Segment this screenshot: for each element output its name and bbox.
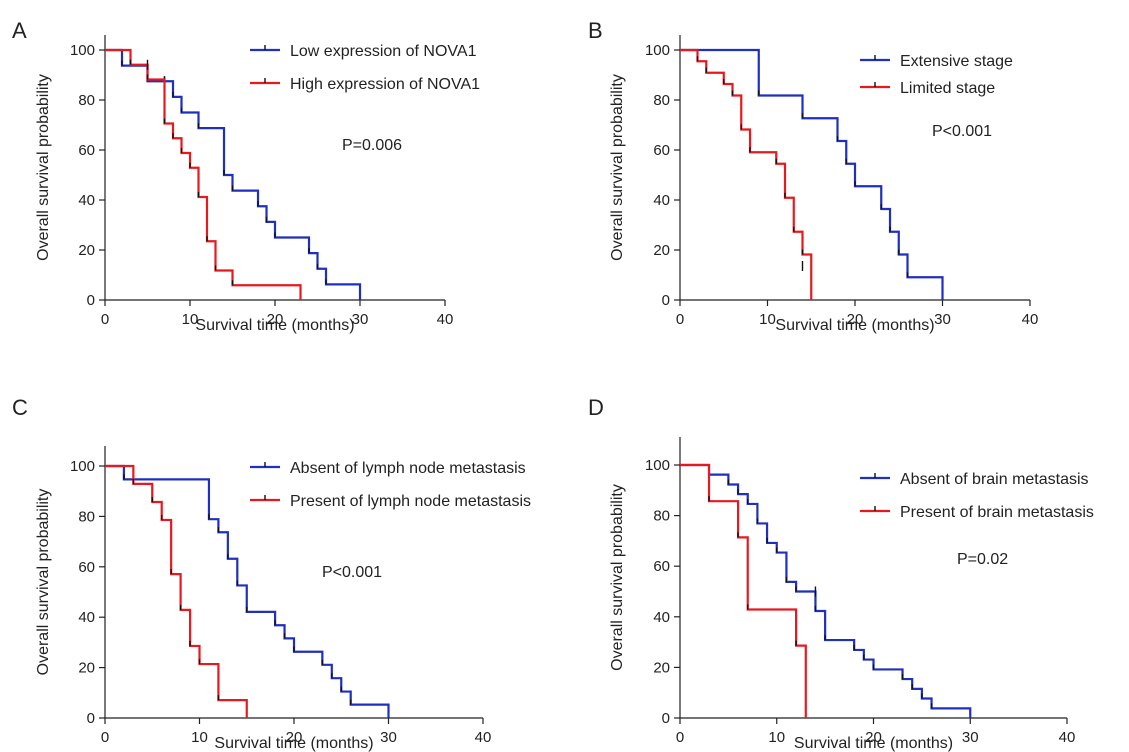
legend-entry: High expression of NOVA1 — [290, 76, 480, 93]
y-tick-label: 40 — [78, 192, 95, 209]
y-tick-label: 40 — [653, 609, 670, 626]
y-tick-label: 40 — [78, 609, 95, 626]
survival-curve-series-1 — [105, 48, 362, 300]
x-tick-label: 20 — [847, 311, 864, 328]
y-tick-label: 20 — [78, 242, 95, 259]
legend-entry: Low expression of NOVA1 — [290, 43, 477, 60]
panel-label: B — [588, 18, 603, 43]
x-tick-label: 10 — [759, 311, 776, 328]
legend-entry: Absent of brain metastasis — [900, 471, 1089, 488]
chart-panel-d: D 0 10 20 30 40 0 20 40 60 80 100 Survival time (mon… — [588, 395, 1094, 752]
x-axis-label: Survival time (months) — [775, 317, 934, 334]
p-value-annotation: P=0.02 — [957, 551, 1008, 568]
x-axis-label: Survival time (months) — [794, 735, 953, 752]
y-tick-label: 60 — [653, 558, 670, 575]
y-axis-label: Overall survival probability — [35, 489, 52, 676]
x-tick-label: 10 — [182, 311, 199, 328]
x-tick-label: 30 — [962, 729, 979, 746]
y-tick-label: 20 — [653, 242, 670, 259]
y-axis-label: Overall survival probability — [609, 74, 626, 261]
p-value-annotation: P<0.001 — [932, 123, 992, 140]
y-tick-label: 0 — [662, 292, 670, 309]
x-tick-label: 0 — [676, 311, 684, 328]
x-tick-label: 0 — [101, 729, 109, 746]
p-value-annotation: P<0.001 — [322, 564, 382, 581]
x-tick-label: 20 — [865, 729, 882, 746]
legend-entry: Limited stage — [900, 80, 995, 97]
y-tick-label: 100 — [645, 457, 670, 474]
x-tick-label: 10 — [191, 729, 208, 746]
y-tick-label: 20 — [78, 660, 95, 677]
chart-panel-a: A 0 10 20 30 40 0 20 40 60 80 100 Survival time (mon… — [12, 18, 480, 334]
x-tick-label: 40 — [437, 311, 454, 328]
x-tick-label: 0 — [101, 311, 109, 328]
x-tick-label: 0 — [676, 729, 684, 746]
chart-panel-b: B 0 10 20 30 40 0 20 40 60 80 100 Survival time (mon… — [588, 18, 1038, 334]
x-axis-label: Survival time (months) — [195, 317, 354, 334]
survival-curve-series-1 — [680, 463, 972, 718]
y-tick-label: 80 — [78, 92, 95, 109]
x-tick-label: 30 — [934, 311, 951, 328]
survival-curve-series-2 — [105, 48, 302, 300]
x-tick-label: 40 — [475, 729, 492, 746]
y-axis-label: Overall survival probability — [35, 74, 52, 261]
legend-entry: Present of lymph node metastasis — [290, 493, 531, 510]
y-tick-label: 100 — [70, 458, 95, 475]
y-tick-label: 100 — [645, 42, 670, 59]
x-tick-label: 40 — [1022, 311, 1039, 328]
y-tick-label: 80 — [653, 92, 670, 109]
survival-curve-series-2 — [680, 48, 813, 300]
y-tick-label: 0 — [662, 710, 670, 727]
p-value-annotation: P=0.006 — [342, 137, 402, 154]
x-axis-label: Survival time (months) — [214, 735, 373, 752]
x-tick-label: 40 — [1059, 729, 1076, 746]
panel-label: A — [12, 18, 27, 43]
x-tick-label: 20 — [267, 311, 284, 328]
y-tick-label: 60 — [653, 142, 670, 159]
y-tick-label: 60 — [78, 142, 95, 159]
y-tick-label: 80 — [78, 508, 95, 525]
y-tick-label: 80 — [653, 508, 670, 525]
legend-entry: Absent of lymph node metastasis — [290, 460, 526, 477]
x-tick-label: 20 — [286, 729, 303, 746]
y-tick-label: 40 — [653, 192, 670, 209]
y-tick-label: 0 — [87, 292, 95, 309]
y-tick-label: 0 — [87, 710, 95, 727]
y-tick-label: 60 — [78, 559, 95, 576]
y-tick-label: 100 — [70, 42, 95, 59]
legend-entry: Extensive stage — [900, 53, 1013, 70]
legend-entry: Present of brain metastasis — [900, 504, 1094, 521]
y-tick-label: 20 — [653, 659, 670, 676]
y-axis-label: Overall survival probability — [609, 484, 626, 671]
x-tick-label: 30 — [352, 311, 369, 328]
panel-label: D — [588, 395, 604, 420]
x-tick-label: 30 — [380, 729, 397, 746]
chart-panel-c: C 0 10 20 30 40 0 20 40 60 80 100 Survival time (mon… — [12, 395, 531, 752]
x-tick-label: 10 — [768, 729, 785, 746]
survival-curve-series-2 — [105, 464, 248, 718]
survival-curve-series-2 — [680, 463, 807, 718]
panel-label: C — [12, 395, 28, 420]
